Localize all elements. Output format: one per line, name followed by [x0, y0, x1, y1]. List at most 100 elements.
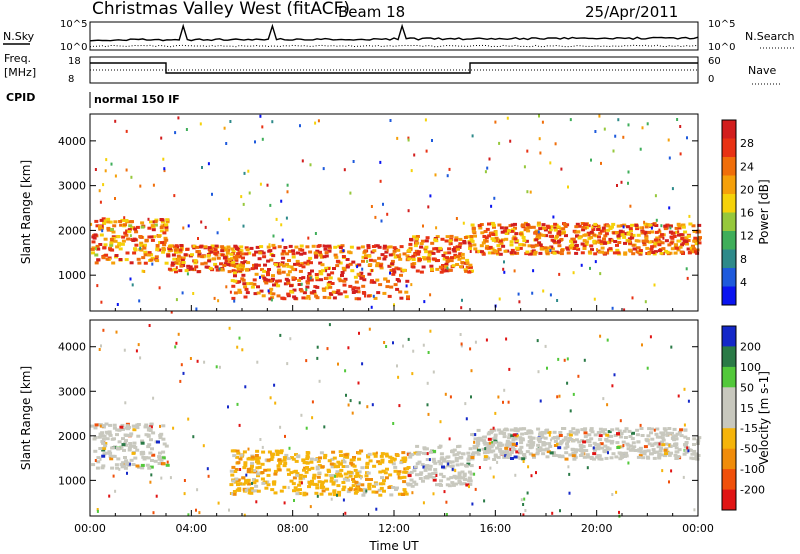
data-cell — [290, 456, 294, 460]
data-cell — [236, 461, 241, 465]
data-cell — [537, 230, 540, 234]
data-cell — [557, 454, 561, 458]
data-cell — [378, 482, 383, 486]
data-cell — [396, 255, 401, 258]
data-cell — [639, 423, 642, 427]
data-cell — [641, 230, 646, 234]
data-cell — [584, 242, 589, 246]
data-cell — [533, 231, 538, 234]
data-cell — [658, 235, 663, 239]
data-cell — [356, 265, 359, 269]
data-cell — [684, 441, 689, 444]
cpid-row: CPID normal 150 IF — [6, 91, 180, 108]
data-cell — [422, 224, 424, 228]
data-cell — [243, 260, 248, 264]
data-cell — [683, 435, 688, 439]
nsky-label: N.Sky — [3, 30, 35, 43]
data-cell — [566, 439, 571, 443]
power-cells — [90, 114, 702, 314]
data-cell — [150, 224, 155, 228]
data-cell — [411, 372, 414, 376]
data-cell — [489, 466, 492, 470]
data-cell — [93, 449, 98, 453]
data-cell — [316, 494, 319, 498]
data-cell — [187, 417, 190, 421]
data-cell — [263, 278, 268, 282]
data-cell — [582, 440, 587, 444]
data-cell — [465, 261, 470, 265]
data-cell — [482, 440, 487, 444]
data-cell — [397, 492, 402, 496]
data-cell — [150, 459, 154, 462]
data-cell — [126, 433, 131, 437]
data-cell — [397, 475, 400, 479]
colorbar-tick-label: -50 — [740, 443, 758, 456]
data-cell — [622, 429, 627, 433]
data-cell — [318, 270, 323, 274]
data-cell — [470, 452, 475, 456]
data-cell — [295, 259, 300, 263]
data-cell — [572, 271, 575, 275]
data-cell — [674, 457, 679, 460]
data-cell — [531, 453, 536, 457]
data-cell — [416, 252, 421, 256]
data-cell — [243, 171, 246, 175]
data-cell — [235, 254, 239, 258]
data-cell — [213, 252, 218, 256]
data-cell — [256, 489, 261, 493]
data-cell — [213, 262, 218, 266]
data-cell — [256, 291, 261, 295]
data-cell — [600, 446, 605, 450]
data-cell — [168, 247, 173, 251]
data-cell — [146, 456, 151, 460]
data-cell — [446, 174, 449, 178]
data-cell — [92, 437, 97, 441]
data-cell — [399, 253, 402, 257]
data-cell — [498, 252, 503, 256]
data-cell — [385, 454, 390, 458]
data-cell — [125, 461, 130, 465]
data-cell — [473, 472, 476, 476]
data-cell — [609, 434, 614, 438]
data-cell — [412, 349, 415, 353]
data-cell — [125, 129, 128, 133]
data-cell — [281, 270, 286, 274]
data-cell — [173, 194, 176, 198]
data-cell — [235, 449, 240, 453]
data-cell — [618, 510, 620, 514]
data-cell — [493, 436, 498, 440]
data-cell — [115, 245, 120, 249]
data-cell — [651, 448, 656, 452]
data-cell — [535, 452, 540, 456]
data-cell — [457, 479, 462, 483]
data-cell — [639, 450, 644, 454]
data-cell — [259, 245, 264, 249]
data-cell — [391, 268, 396, 272]
data-cell — [309, 460, 314, 464]
data-cell — [309, 457, 314, 461]
data-cell — [139, 451, 144, 454]
data-cell — [342, 460, 347, 464]
data-cell — [308, 278, 313, 282]
data-cell — [115, 428, 120, 432]
data-cell — [431, 457, 436, 461]
data-cell — [503, 260, 505, 264]
data-cell — [660, 233, 665, 237]
data-cell — [161, 424, 166, 428]
data-cell — [101, 441, 106, 445]
data-cell — [542, 226, 547, 230]
data-cell — [599, 240, 603, 244]
data-cell — [183, 253, 188, 257]
data-cell — [439, 270, 444, 274]
data-cell — [236, 483, 240, 487]
data-cell — [659, 443, 664, 447]
colorbar-tick-label: 12 — [740, 230, 754, 243]
data-cell — [460, 452, 465, 456]
data-cell — [661, 247, 666, 251]
data-cell — [650, 230, 655, 234]
data-cell — [644, 300, 647, 304]
data-cell — [160, 218, 165, 222]
data-cell — [269, 396, 272, 400]
data-cell — [498, 141, 501, 145]
data-cell — [174, 250, 178, 254]
